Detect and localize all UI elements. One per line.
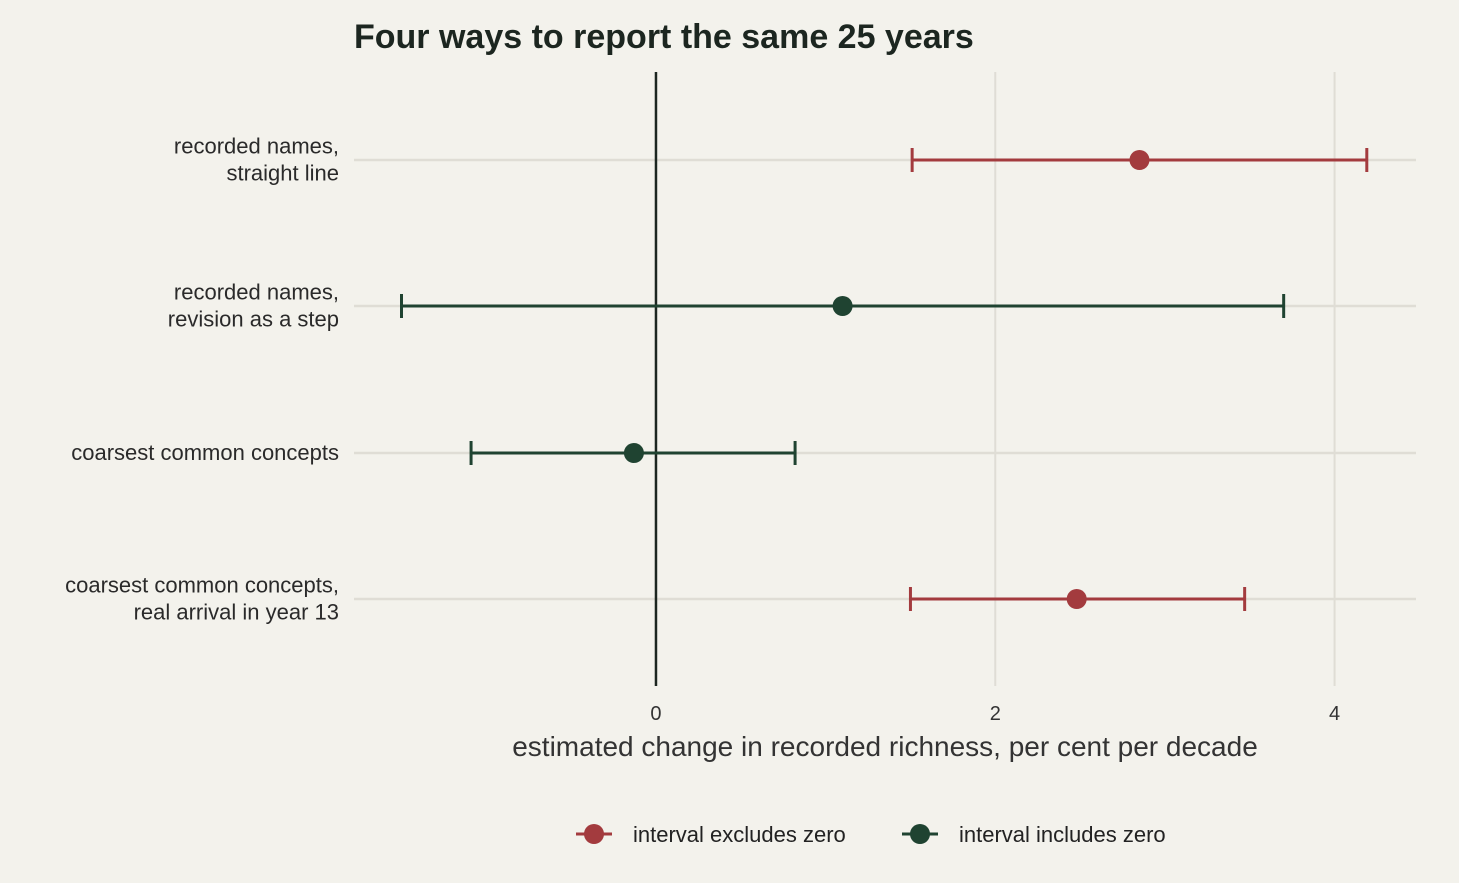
category-label-3-line-0: coarsest common concepts, [65, 573, 339, 598]
point-estimates [623, 150, 1150, 609]
category-label-0-line-0: recorded names, [174, 134, 339, 159]
x-tick-label-0: 0 [650, 703, 661, 725]
point-estimate-1 [832, 296, 853, 316]
legend-key-point-includes [910, 824, 930, 844]
point-estimate-3 [1066, 589, 1087, 609]
x-axis-title: estimated change in recorded richness, p… [512, 731, 1258, 762]
legend-label-includes: interval includes zero [959, 822, 1166, 847]
grid [354, 72, 1416, 686]
point-estimate-0 [1129, 150, 1150, 170]
category-label-2-line-0: coarsest common concepts [71, 440, 339, 465]
x-tick-label-1: 2 [990, 703, 1001, 725]
x-tick-label-2: 4 [1329, 703, 1340, 725]
category-label-1-line-1: revision as a step [168, 307, 339, 332]
category-label-3-line-1: real arrival in year 13 [134, 600, 339, 625]
point-estimate-2 [623, 443, 644, 463]
x-tick-labels: 0 2 4 [650, 703, 1340, 725]
chart-title: Four ways to report the same 25 years [354, 18, 974, 56]
category-label-0-line-1: straight line [226, 161, 339, 186]
legend: interval excludes zero interval includes … [576, 822, 1166, 847]
legend-key-point-excludes [584, 824, 604, 844]
legend-label-excludes: interval excludes zero [633, 822, 846, 847]
category-label-1-line-0: recorded names, [174, 280, 339, 305]
confidence-intervals [400, 148, 1369, 611]
